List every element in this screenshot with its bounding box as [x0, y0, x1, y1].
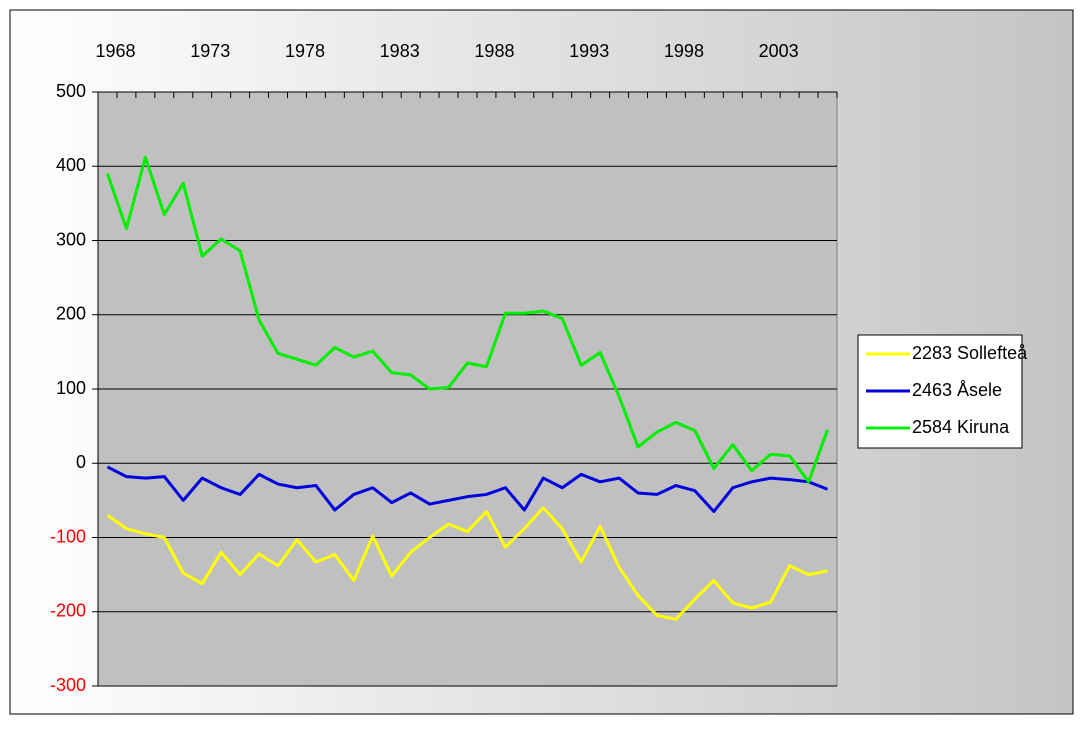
- y-tick-label: 500: [56, 81, 86, 101]
- y-tick-label: 300: [56, 229, 86, 249]
- y-tick-label: 100: [56, 378, 86, 398]
- x-tick-label: 1998: [664, 41, 704, 61]
- x-tick-label: 1973: [190, 41, 230, 61]
- x-tick-label: 2003: [759, 41, 799, 61]
- legend-label: 2463 Åsele: [912, 380, 1002, 400]
- y-tick-label: -300: [50, 675, 86, 695]
- y-tick-label: 0: [76, 452, 86, 472]
- x-tick-label: 1993: [569, 41, 609, 61]
- y-tick-label: -200: [50, 601, 86, 621]
- legend-label: 2283 Sollefteå: [912, 343, 1028, 363]
- y-tick-label: -100: [50, 526, 86, 546]
- x-tick-label: 1968: [95, 41, 135, 61]
- legend-label: 2584 Kiruna: [912, 417, 1010, 437]
- x-tick-label: 1978: [285, 41, 325, 61]
- y-tick-label: 400: [56, 155, 86, 175]
- x-tick-label: 1988: [474, 41, 514, 61]
- series-line: [106, 155, 829, 484]
- series-line: [106, 506, 828, 621]
- y-tick-label: 200: [56, 304, 86, 324]
- x-tick-label: 1983: [380, 41, 420, 61]
- series-line: [106, 465, 829, 514]
